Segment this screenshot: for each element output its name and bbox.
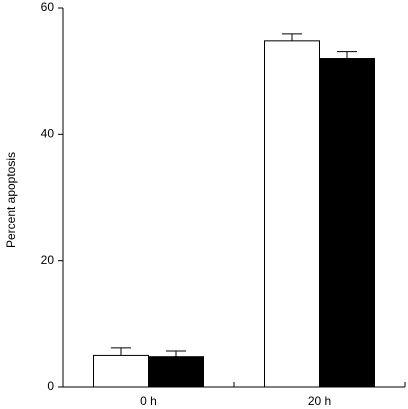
y-tick-label: 0 (47, 379, 54, 393)
error-bar (111, 347, 131, 356)
x-tick-label: 0 h (140, 394, 157, 408)
y-axis-label: Percent apoptosis (4, 152, 18, 248)
y-tick-label: 60 (41, 0, 55, 14)
error-bar (337, 51, 357, 59)
y-tick-label: 40 (41, 127, 55, 141)
bar (148, 356, 204, 388)
bar (264, 40, 320, 388)
bar (93, 354, 149, 388)
x-tick-label: 20 h (308, 394, 331, 408)
error-bar (166, 350, 186, 357)
bar (319, 58, 375, 388)
error-bar (282, 33, 302, 41)
y-tick-label: 20 (41, 253, 55, 267)
